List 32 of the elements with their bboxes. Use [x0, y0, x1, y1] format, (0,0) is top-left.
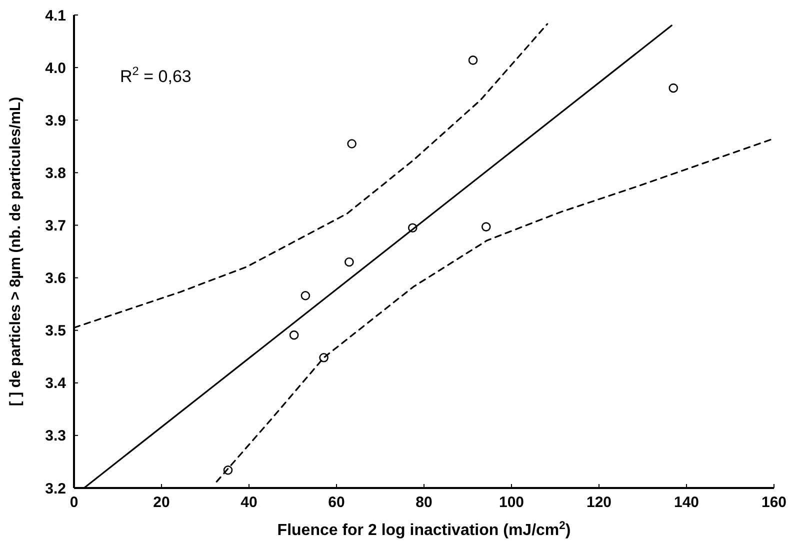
y-tick-label: 3.8 [45, 164, 66, 182]
y-tick-label: 3.5 [45, 322, 66, 340]
y-tick-label: 4.0 [45, 60, 66, 77]
point [223, 465, 233, 475]
y-tick-label: 3.6 [45, 270, 66, 288]
x-tick-label: 100 [498, 494, 524, 511]
x-tick-label: 80 [416, 494, 432, 511]
point [289, 330, 299, 340]
point [344, 257, 354, 267]
point [347, 139, 356, 148]
y-tick-label: 3.4 [45, 375, 67, 392]
x-tick-label: 120 [586, 494, 612, 511]
point [300, 290, 310, 300]
y-axis-title: [ ] de particles > 8µm (nb. de particules/mL) [7, 96, 24, 406]
annotation: R$^{2}$ = 0,63 [120, 64, 192, 86]
point [319, 353, 328, 362]
point [468, 56, 478, 65]
y-tick-label: 3.3 [45, 428, 66, 445]
point [481, 222, 491, 232]
y-tick-label: 3.7 [45, 217, 66, 234]
x-tick-label: 40 [240, 494, 258, 511]
x-tick-label: 140 [674, 494, 700, 511]
x-axis-title: Fluence for 2 log inactivation (mJ/cm$^{2}$) [277, 520, 571, 539]
y-tick-label: 3.2 [45, 480, 66, 498]
x-tick-label: 60 [328, 494, 345, 511]
y-tick-label: 4.1 [45, 7, 66, 24]
x-tick-label: 160 [761, 494, 787, 511]
y-tick-label: 3.9 [45, 112, 66, 130]
point [408, 223, 418, 232]
x-tick-label: 0 [70, 494, 78, 511]
point [668, 83, 678, 93]
x-tick-label: 20 [153, 494, 170, 511]
